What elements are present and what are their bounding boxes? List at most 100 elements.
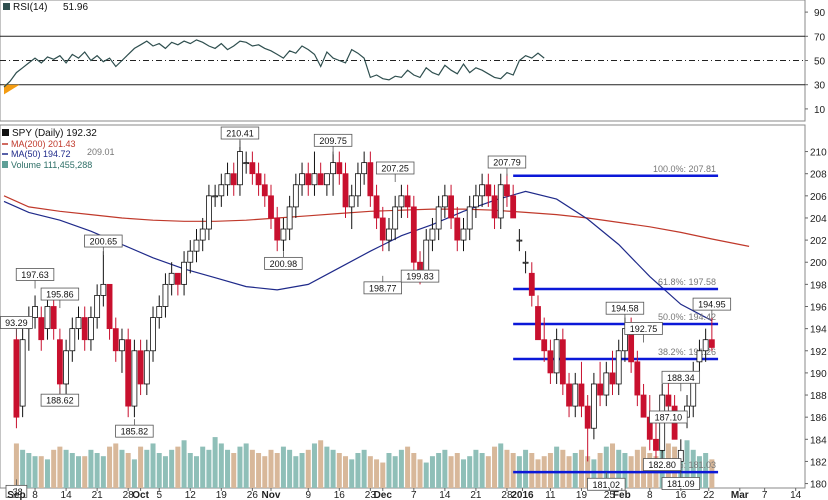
price-tick-label: 208: [810, 170, 827, 181]
price-tick-label: 182: [810, 457, 827, 468]
candle-body: [640, 394, 647, 418]
volume-bar: [187, 453, 193, 488]
volume-bar: [448, 456, 454, 488]
volume-bar: [144, 449, 150, 488]
annotation-box: [649, 410, 688, 424]
volume-bar: [237, 446, 243, 488]
candle-body: [460, 228, 467, 241]
rsi-tick-label: 70: [814, 32, 826, 43]
date-tick-label: 14: [61, 490, 73, 500]
annotation-box: [605, 301, 645, 315]
volume-bar: [305, 449, 311, 488]
candle-body: [280, 228, 287, 241]
annotation-label: 209.75: [319, 136, 347, 146]
volume-bar: [467, 456, 473, 488]
annotation-box: [487, 155, 527, 169]
candle-body: [708, 339, 715, 348]
volume-bar: [336, 453, 342, 488]
volume-bar: [547, 453, 553, 488]
volume-bar: [392, 456, 398, 488]
volume-bar: [411, 453, 417, 488]
candle-body: [665, 394, 672, 407]
candle-body: [361, 162, 368, 175]
volume-bar: [20, 449, 26, 488]
price-tick-label: 200: [810, 258, 827, 269]
date-tick-label: 16: [334, 490, 346, 500]
date-tick-label: 16: [675, 490, 687, 500]
ma200-line: [3, 195, 750, 247]
date-tick-label: 21: [470, 490, 482, 500]
rsi-tick-label: 10: [814, 105, 826, 116]
rsi-tick-label: 30: [814, 81, 826, 92]
price-tick-label: 194: [810, 325, 827, 336]
volume-bar: [150, 443, 156, 488]
candle-body: [578, 383, 585, 407]
candle-body: [504, 184, 510, 197]
volume-bar: [231, 453, 237, 488]
candle-body: [696, 350, 703, 363]
volume-bar: [529, 453, 535, 488]
candle-body: [466, 206, 473, 230]
candle-body: [323, 173, 330, 186]
candle-body: [224, 173, 231, 186]
volume-bar: [293, 456, 299, 488]
volume-bar: [225, 449, 231, 488]
volume-bar: [131, 459, 137, 488]
volume-bar: [442, 449, 448, 488]
candle-body: [112, 328, 119, 352]
candle-body: [131, 350, 138, 407]
candle-body: [311, 173, 318, 186]
candle-body: [423, 239, 430, 274]
volume-bar: [398, 449, 404, 488]
candle-body: [286, 206, 293, 230]
candle-body: [491, 195, 498, 219]
candle-body: [69, 328, 76, 352]
volume-bar: [69, 453, 75, 488]
candle-body: [572, 383, 579, 407]
annotation-label: 181.02: [593, 480, 621, 490]
candle-body: [336, 162, 343, 175]
volume-bar: [156, 453, 162, 488]
volume-bar: [181, 440, 187, 488]
annotation-label: 195.86: [46, 290, 74, 300]
rsi-legend-value: 51.96: [63, 2, 88, 13]
volume-bar: [479, 453, 485, 488]
rsi-axis: 10 30 50 70 90: [805, 8, 826, 116]
volume-bar: [417, 459, 423, 488]
candle-body: [274, 217, 281, 241]
volume-bar: [473, 449, 479, 488]
volume-bar: [709, 459, 715, 488]
fibonacci-label: 100.0%: 207.81: [653, 164, 716, 174]
volume-bar: [318, 440, 324, 488]
candle-body: [56, 339, 63, 385]
date-tick-label: 19: [576, 490, 588, 500]
candle-body: [75, 317, 82, 330]
candle-body: [44, 306, 51, 330]
volume-bar: [703, 453, 709, 488]
volume-bar: [100, 456, 106, 488]
date-tick-label: 21: [92, 490, 104, 500]
date-tick-label: 14: [439, 490, 451, 500]
volume-bar: [243, 443, 249, 488]
volume-bar: [256, 453, 262, 488]
volume-bar: [311, 443, 317, 488]
volume-bar: [560, 449, 566, 488]
price-axis: 180 182 184 186 188 190 192 194 196 198 200 202 204 2…: [805, 148, 827, 491]
candle-body: [143, 350, 150, 385]
candle-body: [330, 162, 336, 175]
volume-bar: [57, 446, 63, 488]
annotation-label: 194.58: [611, 304, 639, 314]
annotation-box: [264, 256, 303, 270]
price-tick-label: 206: [810, 192, 827, 203]
volume-bar: [367, 456, 373, 488]
candle-body: [100, 283, 107, 296]
candle-body: [653, 438, 659, 451]
annotation-box: [692, 297, 732, 311]
candle-body: [392, 206, 399, 230]
candle-body: [485, 184, 492, 197]
annotation-box: [15, 268, 55, 281]
volume-bar: [690, 449, 696, 488]
candle-body: [590, 383, 597, 429]
